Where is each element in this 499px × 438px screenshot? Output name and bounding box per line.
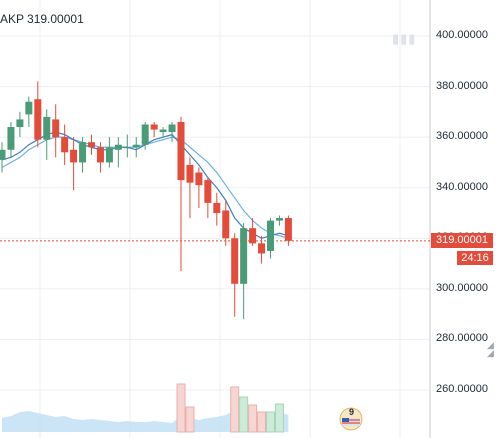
candle-body bbox=[16, 119, 24, 128]
grid-lines bbox=[0, 0, 430, 438]
axis-edge-icon[interactable]: ◢ bbox=[487, 340, 494, 350]
candle-down[interactable] bbox=[150, 121, 158, 138]
candle-down[interactable] bbox=[88, 134, 95, 155]
economic-event-flag-icon[interactable] bbox=[338, 406, 364, 432]
candle-body bbox=[52, 119, 60, 138]
candle-up[interactable] bbox=[114, 137, 122, 168]
candle-body bbox=[213, 202, 221, 213]
candle-up[interactable] bbox=[7, 121, 15, 158]
candle-body bbox=[70, 149, 78, 163]
candle-body bbox=[204, 180, 212, 203]
candle-body bbox=[96, 147, 104, 163]
candle-up[interactable] bbox=[159, 127, 167, 138]
candle-down[interactable] bbox=[231, 233, 239, 317]
candle-body bbox=[25, 101, 33, 115]
bar-countdown-badge: 24:16 bbox=[457, 251, 493, 265]
candle-body bbox=[123, 147, 131, 149]
volume-bar bbox=[274, 403, 284, 433]
volume-bar bbox=[248, 404, 258, 433]
candle-up[interactable] bbox=[79, 137, 87, 173]
y-tick-label: 260.00000 bbox=[436, 383, 488, 395]
candle-body bbox=[231, 238, 239, 284]
candle-body bbox=[79, 142, 87, 163]
candle-down[interactable] bbox=[186, 157, 194, 219]
candle-down[interactable] bbox=[249, 218, 257, 246]
candle-down[interactable] bbox=[284, 215, 292, 246]
y-tick-label: 400.00000 bbox=[436, 29, 488, 41]
candle-body bbox=[34, 99, 42, 140]
y-tick-label: 300.00000 bbox=[436, 281, 488, 294]
candle-body bbox=[195, 172, 203, 186]
candle-body bbox=[61, 137, 69, 153]
candle-body bbox=[0, 149, 6, 160]
y-tick-label: 380.00000 bbox=[436, 79, 488, 92]
candle-down[interactable] bbox=[222, 200, 230, 246]
candle-body bbox=[284, 218, 292, 241]
candle-body bbox=[222, 210, 230, 239]
volume-bar bbox=[230, 386, 240, 433]
volume-bar bbox=[239, 396, 249, 433]
volume-histogram bbox=[2, 383, 289, 433]
y-tick-label: 340.00000 bbox=[436, 180, 488, 193]
volume-area bbox=[2, 410, 289, 432]
symbol-label: AKP bbox=[0, 12, 25, 26]
candle-body bbox=[240, 228, 248, 284]
candle-body bbox=[186, 164, 194, 183]
candle-body bbox=[168, 124, 176, 133]
candle-down[interactable] bbox=[177, 116, 185, 272]
candle-down[interactable] bbox=[213, 192, 221, 226]
axis-edge-icon[interactable]: ◢ bbox=[487, 348, 494, 358]
y-tick-label: 280.00000 bbox=[436, 332, 488, 345]
candle-up[interactable] bbox=[0, 142, 6, 173]
candle-body bbox=[88, 142, 95, 148]
candle-up[interactable] bbox=[168, 121, 176, 143]
candle-body bbox=[267, 220, 274, 251]
candle-down[interactable] bbox=[34, 81, 42, 148]
candle-up[interactable] bbox=[240, 223, 248, 320]
candle-body bbox=[258, 243, 266, 254]
candle-up[interactable] bbox=[141, 121, 149, 150]
candle-down[interactable] bbox=[52, 104, 60, 158]
candle-up[interactable] bbox=[132, 137, 140, 158]
volume-bar bbox=[185, 406, 195, 433]
title-price: 319.00001 bbox=[27, 12, 84, 26]
candle-up[interactable] bbox=[275, 215, 283, 226]
last-price-badge: 319.00001 bbox=[431, 233, 493, 248]
candle-body bbox=[105, 147, 113, 163]
candle-body bbox=[43, 116, 51, 140]
chart-controls-icon[interactable]: ▮▮▮ bbox=[392, 31, 417, 46]
volume-bar bbox=[257, 411, 267, 433]
candle-body bbox=[177, 121, 185, 181]
candle-up[interactable] bbox=[123, 134, 131, 158]
candle-up[interactable] bbox=[25, 96, 33, 128]
y-tick-label: 360.00000 bbox=[436, 130, 488, 143]
candle-down[interactable] bbox=[96, 142, 104, 173]
candle-body bbox=[132, 144, 140, 148]
volume-bar bbox=[266, 411, 275, 433]
candle-up[interactable] bbox=[267, 218, 274, 259]
candle-down[interactable] bbox=[61, 124, 69, 165]
candle-body bbox=[7, 127, 15, 150]
candle-body bbox=[275, 218, 283, 221]
candle-down[interactable] bbox=[204, 177, 212, 219]
candle-body bbox=[249, 228, 257, 244]
candle-down[interactable] bbox=[195, 167, 203, 208]
candle-down[interactable] bbox=[70, 137, 78, 191]
candle-up[interactable] bbox=[16, 111, 24, 138]
volume-bar bbox=[176, 383, 186, 433]
candle-up[interactable] bbox=[105, 137, 113, 168]
candle-body bbox=[159, 129, 167, 133]
candle-body bbox=[150, 124, 158, 130]
candle-up[interactable] bbox=[43, 109, 51, 160]
candle-down[interactable] bbox=[258, 235, 266, 264]
chart-title: AKP 319.00001 bbox=[0, 12, 84, 26]
candles[interactable] bbox=[0, 81, 292, 320]
candle-body bbox=[141, 124, 149, 145]
event-count-label: 9 bbox=[349, 407, 355, 417]
candle-body bbox=[114, 144, 122, 150]
